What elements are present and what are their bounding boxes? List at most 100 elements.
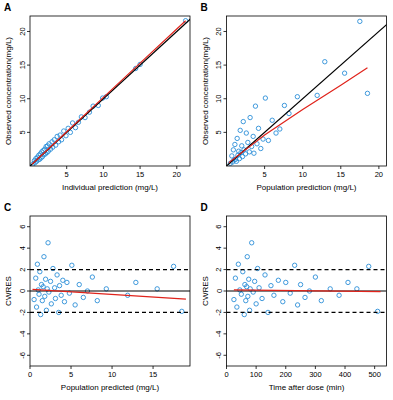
tick-label: 5: [263, 170, 267, 179]
tick-label: -6: [215, 352, 224, 359]
point: [257, 286, 261, 290]
point: [269, 283, 273, 287]
figure: A51015205101520Individual prediction (mg…: [0, 0, 393, 400]
tick: [224, 355, 227, 356]
point: [90, 275, 94, 279]
line: [30, 16, 190, 166]
point: [239, 292, 243, 296]
tick: [256, 366, 257, 369]
point: [259, 146, 263, 150]
tick-label: 2: [215, 267, 224, 271]
point: [65, 280, 69, 284]
tick-label: 10: [18, 95, 27, 103]
tick: [71, 366, 72, 369]
point: [260, 296, 264, 300]
point: [59, 293, 63, 297]
tick-label: 15: [337, 170, 345, 179]
tick: [27, 355, 30, 356]
point: [282, 103, 286, 107]
line: [227, 290, 387, 291]
tick: [285, 366, 286, 369]
line: [32, 289, 185, 299]
point: [134, 280, 138, 284]
tick-label: 20: [173, 170, 181, 179]
point: [48, 279, 52, 283]
tick: [224, 98, 227, 99]
tick-label: 500: [368, 370, 381, 379]
point: [235, 305, 239, 309]
tick: [27, 312, 30, 313]
tick: [224, 31, 227, 32]
point: [40, 298, 44, 302]
tick: [27, 269, 30, 270]
tick: [224, 65, 227, 66]
tick: [224, 132, 227, 133]
point: [315, 93, 319, 97]
point: [70, 263, 74, 267]
point: [247, 308, 251, 312]
tick: [66, 166, 67, 169]
x-axis-label: Individual prediction (mg/L): [62, 183, 158, 192]
point: [276, 278, 280, 282]
tick: [224, 333, 227, 334]
tick: [378, 166, 379, 169]
line: [30, 312, 190, 313]
point: [246, 140, 250, 144]
tick-label: 5: [65, 170, 69, 179]
point: [77, 282, 81, 286]
point: [346, 280, 350, 284]
plot-area: [30, 241, 190, 317]
point: [49, 302, 53, 306]
tick-label: 5: [215, 130, 224, 134]
point: [46, 241, 50, 245]
tick-label: 0: [28, 370, 32, 379]
panel: C051015-6-4-20246Population predicted (m…: [4, 202, 190, 392]
tick-label: -2: [215, 309, 224, 316]
tick-label: 15: [149, 370, 157, 379]
tick: [224, 269, 227, 270]
point: [292, 263, 296, 267]
x-axis-label: Time after dose (min): [269, 383, 345, 392]
point: [342, 71, 346, 75]
point: [263, 96, 267, 100]
tick: [27, 248, 30, 249]
tick-label: 300: [309, 370, 322, 379]
tick-label: 15: [18, 61, 27, 69]
point: [319, 298, 323, 302]
point: [266, 138, 270, 142]
tick-label: -6: [18, 352, 27, 359]
background: [0, 0, 393, 400]
tick: [27, 333, 30, 334]
point: [34, 276, 38, 280]
frame: [30, 16, 190, 166]
line: [227, 269, 387, 270]
point: [244, 131, 248, 135]
point: [38, 312, 42, 316]
point: [238, 128, 242, 132]
point: [253, 104, 257, 108]
tick: [112, 366, 113, 369]
tick: [176, 166, 177, 169]
tick-label: 5: [18, 130, 27, 134]
point: [57, 283, 61, 287]
point: [367, 264, 371, 268]
tick-label: 0: [18, 289, 27, 293]
chart-svg: A51015205101520Individual prediction (mg…: [0, 0, 393, 400]
tick: [27, 291, 30, 292]
point: [272, 293, 276, 297]
panel-label: D: [201, 202, 208, 213]
x-axis-label: Population prediction (mg/L): [256, 183, 356, 192]
point: [38, 270, 42, 274]
line: [32, 21, 185, 164]
point: [313, 275, 317, 279]
point: [43, 294, 47, 298]
point: [62, 300, 66, 304]
line: [30, 269, 190, 270]
tick-label: -4: [18, 331, 27, 338]
point: [281, 300, 285, 304]
tick: [374, 366, 375, 369]
tick: [315, 366, 316, 369]
tick-label: 4: [215, 246, 224, 250]
point: [55, 273, 59, 277]
point: [358, 19, 362, 23]
